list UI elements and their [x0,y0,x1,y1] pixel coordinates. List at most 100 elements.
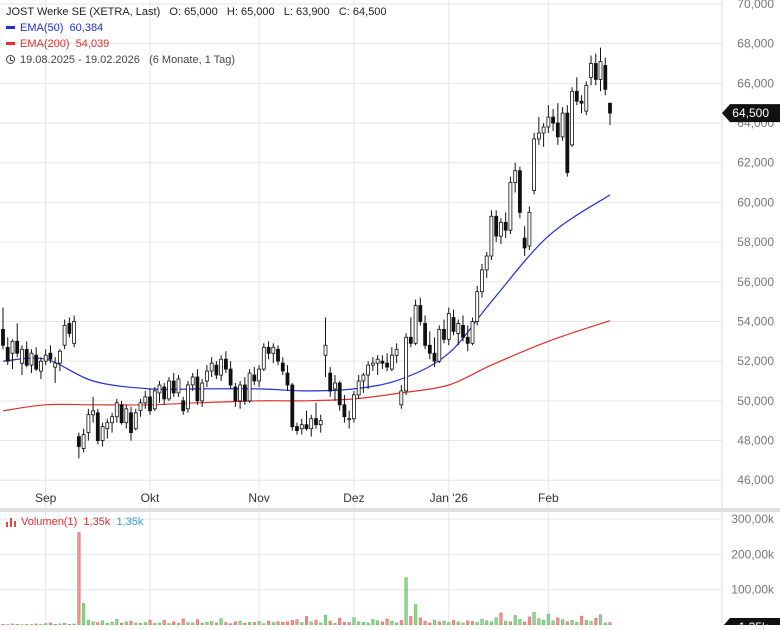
volume-legend[interactable]: Volumen(1) 1,35k 1,35k [6,516,143,528]
candle-body [272,347,275,353]
candle-body [87,415,90,433]
last-volume-label: 1,35k [739,620,769,625]
volume-bar [315,620,318,625]
candle-body [186,385,189,409]
legend-ema50[interactable]: EMA(50) 60,384 [6,20,103,36]
volume-tick-label: 300,00k [731,512,775,526]
x-tick-label: Okt [141,491,160,505]
y-tick-label: 54,000 [737,314,774,328]
candle-body [106,423,109,429]
candle-body [130,413,133,433]
volume-bar [78,533,81,626]
volume-bar [561,620,564,625]
candle-body [21,349,24,363]
candle-body [428,345,431,353]
candle-body [191,377,194,385]
volume-bar [220,619,223,625]
volume-bar [533,612,536,625]
volume-bar [504,621,507,625]
candle-body [286,373,289,385]
volume-bar [149,620,152,625]
candle-body [215,365,218,375]
x-tick-label: Feb [538,491,559,505]
candle-body [447,314,450,340]
candle-body [239,385,242,401]
candle-body [561,113,564,137]
candle-body [390,355,393,369]
candle-body [552,117,555,123]
candle-body [334,383,337,389]
y-tick-label: 68,000 [737,37,774,51]
candle-body [547,117,550,127]
candle-body [11,341,14,353]
ema200-value: 54,039 [76,38,110,50]
candle-body [419,306,422,322]
candle-body [77,437,80,447]
y-tick-label: 58,000 [737,235,774,249]
candle-body [495,216,498,236]
volume-bar [196,620,199,625]
candle-body [528,212,531,246]
volume-bar [101,621,104,625]
candle-body [234,387,237,401]
candle-body [343,405,346,417]
y-tick-label: 46,000 [737,473,774,487]
candle-body [248,373,251,401]
volume-bar [386,619,389,625]
candle-body [111,417,114,423]
candle-body [201,383,204,401]
volume-bar [419,618,422,625]
candle-body [585,85,588,111]
legend-ema200[interactable]: EMA(200) 54,039 [6,36,109,52]
volume-bar [82,604,85,626]
candle-body [210,363,213,371]
volume-bar [338,618,341,625]
volume-bar [571,620,574,625]
volume-bar [267,621,270,625]
clock-icon [6,55,15,64]
candle-body [400,391,403,405]
volume-bar [528,617,531,625]
volume-bar [443,621,446,625]
candle-body [537,133,540,139]
candle-body [357,381,360,395]
close-value: C: 64,500 [339,6,387,18]
candle-body [352,395,355,419]
volume-bar [481,619,484,625]
candle-body [253,375,256,381]
candle-body [58,351,61,363]
candle-body [267,347,270,353]
volume-bar [258,622,261,626]
candle-body [348,419,351,420]
ema200-label: EMA(200) [20,38,70,50]
volume-bar [130,621,133,625]
volume-bar [595,618,598,625]
candle-body [305,425,308,429]
candle-body [39,361,42,371]
candle-body [277,349,280,361]
volume-bar [433,620,436,625]
candle-body [134,413,137,429]
volume-label: Volumen(1) [21,516,77,528]
candle-body [504,222,507,230]
high-value: H: 65,000 [227,6,275,18]
candle-body [571,91,574,145]
candle-body [196,377,199,401]
volume-bar [599,615,602,625]
candle-body [405,337,408,391]
candle-body [73,322,76,344]
candle-body [144,397,147,403]
volume-bar [500,613,503,625]
candle-body [177,379,180,393]
candle-body [580,101,583,103]
candle-body [514,171,517,183]
volume-bar [239,621,242,625]
candle-body [300,425,303,429]
volume-bar [163,620,166,625]
candle-body [168,381,171,399]
candle-body [92,411,95,415]
volume-bar [547,614,550,625]
candle-body [44,355,47,361]
candle-body [556,123,559,137]
